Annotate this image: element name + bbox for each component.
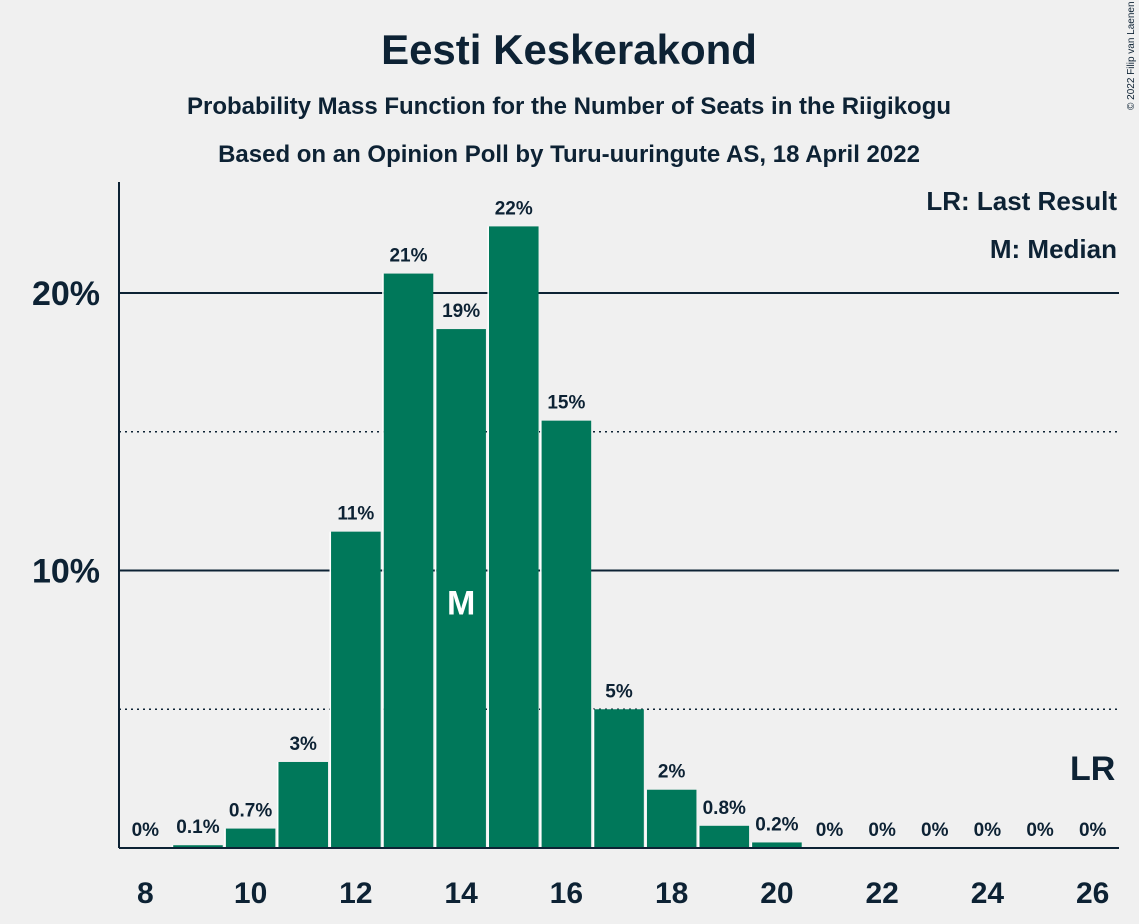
last-result-marker: LR [1070, 750, 1115, 788]
bar-seats-18 [646, 789, 697, 848]
data-label-seats-9: 0.1% [176, 817, 219, 838]
data-label-seats-20: 0.2% [755, 814, 798, 835]
x-tick-label: 24 [971, 877, 1005, 910]
x-tick-labels: 8 10 12 14 16 18 20 22 24 26 [137, 877, 1109, 910]
x-tick-label: 26 [1076, 877, 1109, 910]
legend-last-result: LR: Last Result [926, 186, 1117, 216]
bar-separator [224, 828, 226, 848]
bar-seats-14 [436, 329, 486, 848]
bar-seats-19 [699, 825, 750, 848]
legend-median: M: Median [990, 234, 1117, 264]
data-label-seats-22: 0% [868, 820, 896, 841]
bar-separator [276, 761, 279, 848]
copyright-notice: © 2022 Filip van Laenen [1126, 1, 1137, 110]
x-tick-label: 20 [760, 877, 793, 910]
gridlines [119, 292, 1119, 710]
bar-separator [487, 226, 489, 848]
data-label-seats-12: 11% [337, 504, 374, 525]
chart-title: Eesti Keskerakond [381, 26, 757, 73]
data-label-seats-23: 0% [921, 820, 949, 841]
bar-separator [750, 842, 753, 848]
x-tick-label: 14 [444, 877, 478, 910]
data-labels: 0% 0.1% 0.7% 3% 11% 21% 19% 22% 15% 5% 2% 0.8% 0.2% 0… [132, 198, 1107, 841]
y-tick-label: 10% [32, 553, 100, 591]
bar-seats-12 [331, 531, 381, 848]
chart-subtitle-line-2: Based on an Opinion Poll by Turu-uuringu… [218, 141, 920, 168]
x-tick-label: 10 [234, 877, 267, 910]
median-marker: M [447, 584, 475, 622]
bar-separator [645, 789, 647, 848]
data-label-seats-11: 3% [289, 734, 317, 755]
bar-seats-11 [278, 761, 329, 848]
bar-separator [592, 709, 595, 848]
bars [171, 226, 802, 848]
bar-seats-9 [173, 845, 223, 848]
chart-subtitle-line-1: Probability Mass Function for the Number… [187, 93, 951, 120]
bar-separator [382, 273, 384, 848]
data-label-seats-14: 19% [442, 301, 480, 322]
data-label-seats-10: 0.7% [229, 801, 272, 822]
bar-seats-16 [541, 420, 592, 848]
x-tick-label: 8 [137, 877, 154, 910]
data-label-seats-25: 0% [1026, 820, 1054, 841]
bar-separator [171, 845, 174, 848]
bar-separator [329, 531, 332, 848]
bar-seats-15 [488, 226, 539, 848]
x-tick-label: 16 [550, 877, 583, 910]
bar-separator [697, 825, 700, 848]
x-tick-label: 22 [865, 877, 898, 910]
x-tick-label: 18 [655, 877, 688, 910]
data-label-seats-17: 5% [605, 681, 633, 702]
data-label-seats-8: 0% [132, 820, 160, 841]
data-label-seats-16: 15% [547, 393, 585, 414]
y-tick-labels: 10% 20% [32, 275, 100, 591]
data-label-seats-24: 0% [974, 820, 1002, 841]
bar-seats-17 [594, 709, 644, 848]
y-tick-label: 20% [32, 275, 100, 313]
data-label-seats-19: 0.8% [703, 798, 746, 819]
data-label-seats-26: 0% [1079, 820, 1107, 841]
data-label-seats-21: 0% [816, 820, 844, 841]
data-label-seats-13: 21% [389, 246, 427, 267]
bar-separator [434, 329, 437, 848]
data-label-seats-18: 2% [658, 762, 686, 783]
data-label-seats-15: 22% [495, 198, 533, 219]
bar-seats-13 [383, 273, 434, 848]
bar-seats-20 [752, 842, 802, 848]
bar-separator [540, 420, 542, 848]
bar-seats-10 [225, 828, 276, 848]
x-tick-label: 12 [339, 877, 372, 910]
